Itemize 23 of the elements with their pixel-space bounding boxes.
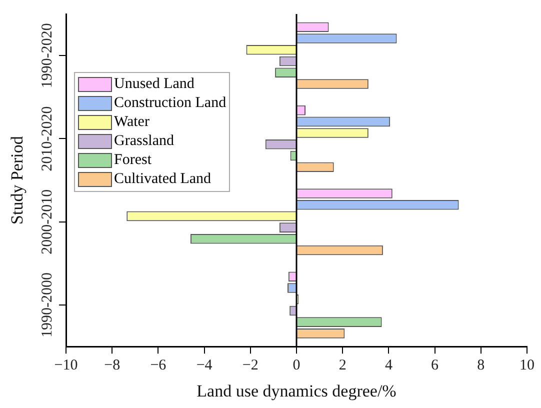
y-tick-label: 2010-2020 bbox=[39, 106, 56, 172]
y-axis-title: Study Period bbox=[8, 136, 27, 224]
y-tick-label: 1990-2020 bbox=[39, 23, 56, 88]
legend-label: Unused Land bbox=[114, 75, 194, 94]
y-tick-label: 2000-2010 bbox=[39, 189, 56, 254]
x-tick-label: 0 bbox=[292, 358, 300, 374]
x-tick-label: −6 bbox=[150, 358, 167, 374]
x-tick-label: 10 bbox=[520, 358, 534, 374]
legend-label: Construction Land bbox=[114, 94, 226, 113]
legend-label: Forest bbox=[114, 151, 152, 170]
x-tick-label: 6 bbox=[431, 358, 440, 374]
legend-label: Cultivated Land bbox=[114, 170, 212, 189]
x-tick-label: −2 bbox=[242, 358, 258, 374]
x-tick-label: −8 bbox=[104, 358, 120, 374]
x-tick-label: 4 bbox=[384, 358, 393, 374]
x-tick-label: 2 bbox=[338, 358, 346, 374]
x-tick-label: −4 bbox=[196, 358, 213, 374]
legend-label: Grassland bbox=[114, 132, 174, 151]
x-axis-title: Land use dynamics degree/% bbox=[196, 381, 396, 400]
x-tick-label: −10 bbox=[54, 358, 78, 374]
y-tick-label: 1990-2000 bbox=[39, 272, 56, 338]
x-tick-label: 8 bbox=[477, 358, 485, 374]
legend-label: Water bbox=[114, 113, 150, 132]
